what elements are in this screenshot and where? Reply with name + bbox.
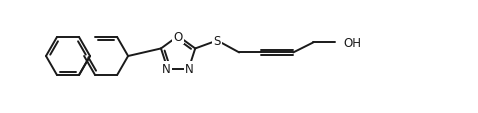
- Text: N: N: [162, 62, 171, 75]
- Text: OH: OH: [343, 37, 361, 49]
- Text: N: N: [185, 62, 194, 75]
- Text: O: O: [174, 30, 183, 43]
- Text: S: S: [214, 35, 221, 48]
